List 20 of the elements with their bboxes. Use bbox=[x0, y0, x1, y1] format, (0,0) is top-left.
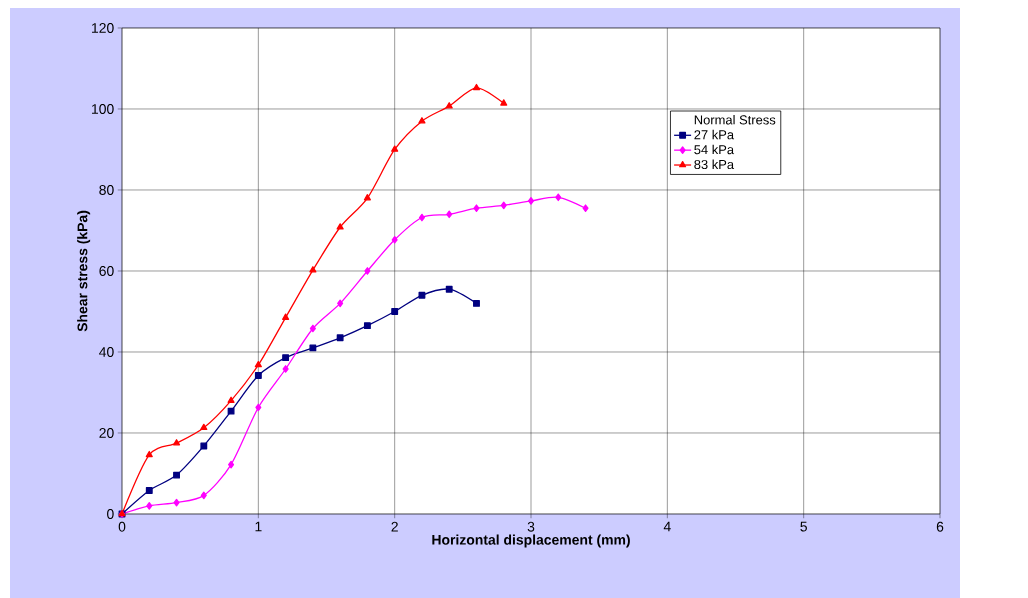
x-tick-label: 0 bbox=[118, 521, 126, 532]
y-tick-label: 80 bbox=[99, 185, 114, 195]
y-axis-title: Shear stress (kPa) bbox=[77, 210, 91, 332]
x-tick-label: 1 bbox=[255, 521, 262, 532]
y-tick-label: 120 bbox=[92, 23, 114, 33]
x-tick-label: 6 bbox=[936, 521, 944, 532]
legend-label: 27 kPa bbox=[694, 129, 735, 140]
x-tick-label: 4 bbox=[663, 521, 671, 532]
x-tick-label: 2 bbox=[391, 521, 398, 532]
y-tick-label: 20 bbox=[99, 428, 114, 438]
y-tick-label: 60 bbox=[99, 266, 114, 276]
y-tick-label: 100 bbox=[92, 104, 114, 114]
y-tick-label: 40 bbox=[99, 347, 114, 357]
legend-label: 54 kPa bbox=[694, 144, 735, 155]
x-axis-title: Horizontal displacement (mm) bbox=[432, 534, 630, 548]
y-tick-label: 0 bbox=[107, 509, 114, 519]
legend-label: 83 kPa bbox=[694, 159, 735, 170]
legend-title: Normal Stress bbox=[694, 114, 776, 125]
x-tick-label: 3 bbox=[527, 521, 535, 532]
x-tick-label: 5 bbox=[800, 521, 807, 532]
